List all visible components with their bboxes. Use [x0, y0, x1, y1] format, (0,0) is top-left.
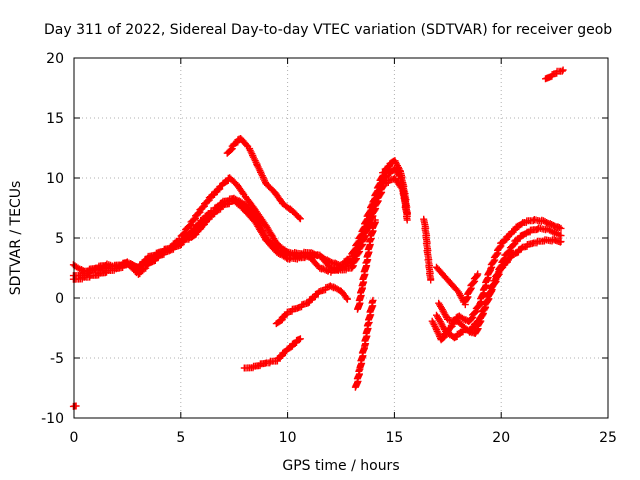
- data-point-markers: [223, 135, 304, 223]
- data-point-markers: [354, 216, 379, 313]
- data-point-markers: [428, 216, 565, 344]
- grid: [74, 58, 608, 418]
- x-tick-label: 5: [176, 430, 185, 446]
- y-tick-label: 20: [46, 51, 64, 67]
- series-track-5: [272, 282, 351, 328]
- series-track-3: [69, 174, 411, 283]
- x-tick-label: 0: [70, 430, 79, 446]
- series-track-7: [351, 296, 377, 391]
- data-point-markers: [69, 157, 411, 275]
- y-tick-label: 5: [55, 231, 64, 247]
- series-track-9: [420, 215, 435, 284]
- data-point-markers: [69, 165, 411, 280]
- x-tick-label: 10: [279, 430, 297, 446]
- series-track-2: [69, 165, 411, 280]
- y-tick-label: 0: [55, 291, 64, 307]
- data-point-markers: [542, 66, 567, 83]
- y-tick-label: -10: [41, 411, 64, 427]
- x-tick-label: 20: [492, 430, 510, 446]
- data-point-markers: [351, 296, 377, 391]
- data-point-markers: [69, 174, 411, 283]
- series-track-13: [433, 263, 482, 309]
- data-point-markers: [420, 215, 435, 284]
- y-tick-label: 10: [46, 171, 64, 187]
- plot-frame: [73, 57, 609, 419]
- x-tick-label: 15: [385, 430, 403, 446]
- data-point-markers: [433, 263, 482, 309]
- series-track-8: [354, 216, 379, 313]
- series-track-10: [428, 216, 565, 344]
- data-point-markers: [272, 282, 351, 328]
- data-point-markers: [435, 236, 565, 336]
- axis-ticks: 0 5 10 15 20 25 -10 -5 0 5 10 15 20: [41, 51, 617, 446]
- y-tick-label: -5: [50, 351, 64, 367]
- series-track-6: [240, 335, 304, 372]
- x-tick-label: 25: [599, 430, 617, 446]
- series-track-4: [223, 135, 304, 223]
- y-axis-label: SDTVAR / TECUs: [8, 181, 24, 296]
- data-point-markers: [69, 402, 80, 410]
- x-axis-label: GPS time / hours: [282, 458, 399, 474]
- chart-title: Day 311 of 2022, Sidereal Day-to-day VTE…: [44, 22, 612, 38]
- data-marks: [69, 66, 567, 410]
- series-track-1: [69, 157, 411, 275]
- data-point-markers: [240, 335, 304, 372]
- series-track-15: [69, 402, 80, 410]
- series-track-12: [435, 236, 565, 336]
- y-tick-label: 15: [46, 111, 64, 127]
- series-track-14: [542, 66, 567, 83]
